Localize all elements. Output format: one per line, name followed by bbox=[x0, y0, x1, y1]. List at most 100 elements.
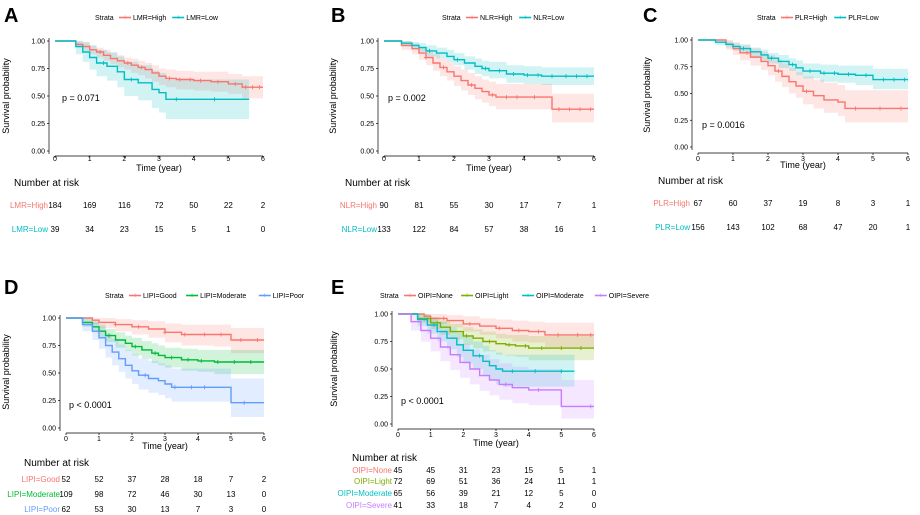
censor-mark bbox=[556, 332, 561, 337]
y-tick-label: 0.25 bbox=[42, 398, 56, 405]
x-tick-label: 1 bbox=[731, 156, 735, 163]
risk-count: 62 bbox=[62, 505, 71, 514]
risk-count: 15 bbox=[155, 225, 164, 234]
censor-mark bbox=[550, 74, 554, 79]
km-curve-oipi-light bbox=[398, 313, 594, 349]
ci-band-lipi-poor bbox=[66, 318, 264, 417]
y-tick-label: 0.50 bbox=[31, 94, 45, 101]
risk-count: 52 bbox=[95, 475, 104, 484]
legend-key-censor: + bbox=[523, 15, 527, 22]
ci-band-lipi-moderate bbox=[66, 318, 264, 375]
risk-count: 169 bbox=[83, 201, 97, 210]
censor-mark bbox=[198, 78, 203, 83]
risk-count: 37 bbox=[128, 475, 137, 484]
censor-mark bbox=[853, 106, 858, 111]
x-tick-label: 6 bbox=[592, 432, 596, 439]
censor-mark bbox=[567, 107, 572, 112]
risk-count: 156 bbox=[691, 223, 705, 232]
censor-mark bbox=[585, 74, 589, 79]
censor-mark bbox=[523, 343, 528, 348]
risk-row-label: OIPI=Moderate bbox=[338, 489, 393, 498]
risk-row-label: LIPI=Moderate bbox=[7, 490, 60, 499]
x-tick-label: 6 bbox=[906, 156, 910, 163]
km-curve-lmr-high bbox=[55, 40, 263, 88]
risk-count: 0 bbox=[262, 505, 267, 514]
censor-mark bbox=[182, 332, 187, 337]
risk-count: 5 bbox=[559, 489, 564, 498]
x-tick-label: 3 bbox=[801, 156, 805, 163]
censor-mark bbox=[902, 77, 907, 82]
censor-mark bbox=[532, 95, 537, 100]
x-axis-title: Time (year) bbox=[473, 438, 519, 448]
y-tick-label: 0.75 bbox=[674, 64, 688, 71]
risk-count: 1 bbox=[592, 466, 597, 475]
risk-count: 45 bbox=[426, 466, 435, 475]
censor-mark bbox=[215, 79, 220, 84]
censor-mark bbox=[864, 73, 868, 78]
censor-mark bbox=[202, 385, 207, 390]
risk-count: 33 bbox=[426, 501, 435, 510]
censor-mark bbox=[455, 57, 460, 62]
ci-band-lipi-good bbox=[66, 318, 264, 354]
censor-mark bbox=[172, 385, 177, 390]
censor-mark bbox=[483, 66, 488, 71]
risk-count: 50 bbox=[189, 201, 198, 210]
legend: Strata + NLR=High + NLR=Low bbox=[442, 15, 565, 23]
censor-mark bbox=[441, 65, 446, 70]
legend-title: Strata bbox=[757, 15, 776, 22]
risk-table-title: Number at risk bbox=[658, 176, 724, 187]
censor-mark bbox=[143, 373, 148, 378]
censor-mark bbox=[467, 321, 472, 326]
risk-row-label: OIPI=None bbox=[352, 466, 392, 475]
risk-count: 39 bbox=[51, 225, 60, 234]
y-tick-label: 0.50 bbox=[674, 91, 688, 98]
risk-count: 38 bbox=[520, 225, 529, 234]
x-tick-label: 5 bbox=[229, 436, 233, 443]
x-tick-label: 4 bbox=[196, 436, 200, 443]
censor-mark bbox=[243, 85, 248, 90]
legend-key-censor: + bbox=[599, 293, 603, 300]
censor-mark bbox=[186, 357, 191, 362]
risk-count: 57 bbox=[485, 225, 494, 234]
legend-entry: PLR=High bbox=[795, 15, 827, 22]
risk-count: 7 bbox=[229, 475, 234, 484]
y-tick-label: 0.25 bbox=[360, 121, 374, 128]
risk-count: 98 bbox=[95, 490, 104, 499]
censor-mark bbox=[129, 77, 134, 82]
panel-a: A Strata + LMR=High + LMR=Low 0.00 0.25 0.50 0.75… bbox=[1, 5, 266, 234]
censor-mark bbox=[564, 74, 568, 79]
x-tick-label: 3 bbox=[157, 156, 161, 163]
risk-count: 23 bbox=[120, 225, 129, 234]
legend-key-censor: + bbox=[133, 293, 137, 300]
legend-title: Strata bbox=[105, 293, 124, 300]
censor-mark bbox=[769, 56, 774, 61]
risk-count: 102 bbox=[761, 223, 775, 232]
risk-table-title: Number at risk bbox=[345, 178, 411, 189]
risk-count: 143 bbox=[726, 223, 740, 232]
y-tick-label: 0.50 bbox=[360, 94, 374, 101]
km-curve-plr-high bbox=[698, 39, 908, 110]
panel-label: B bbox=[331, 5, 345, 27]
censor-mark bbox=[212, 97, 217, 102]
censor-mark bbox=[250, 85, 255, 90]
y-tick-label: 0.25 bbox=[31, 121, 45, 128]
x-tick-label: 2 bbox=[130, 436, 134, 443]
legend: Strata + PLR=High + PLR=Low bbox=[757, 15, 880, 23]
risk-row-label: NLR=High bbox=[340, 201, 377, 210]
censor-mark bbox=[139, 65, 144, 70]
y-tick-label: 0.25 bbox=[374, 394, 388, 401]
censor-mark bbox=[248, 360, 253, 364]
x-tick-label: 0 bbox=[64, 436, 68, 443]
legend-entry: NLR=Low bbox=[533, 15, 565, 22]
censor-mark bbox=[441, 316, 446, 321]
risk-count: 18 bbox=[194, 475, 203, 484]
risk-table: Number at risk NLR=High 90 81 55 30 17 7 1 NLR=Lo… bbox=[340, 178, 597, 234]
censor-mark bbox=[822, 71, 826, 76]
censor-mark bbox=[899, 106, 903, 111]
risk-count: 24 bbox=[524, 477, 533, 486]
censor-mark bbox=[539, 346, 544, 351]
risk-count: 7 bbox=[196, 505, 201, 514]
